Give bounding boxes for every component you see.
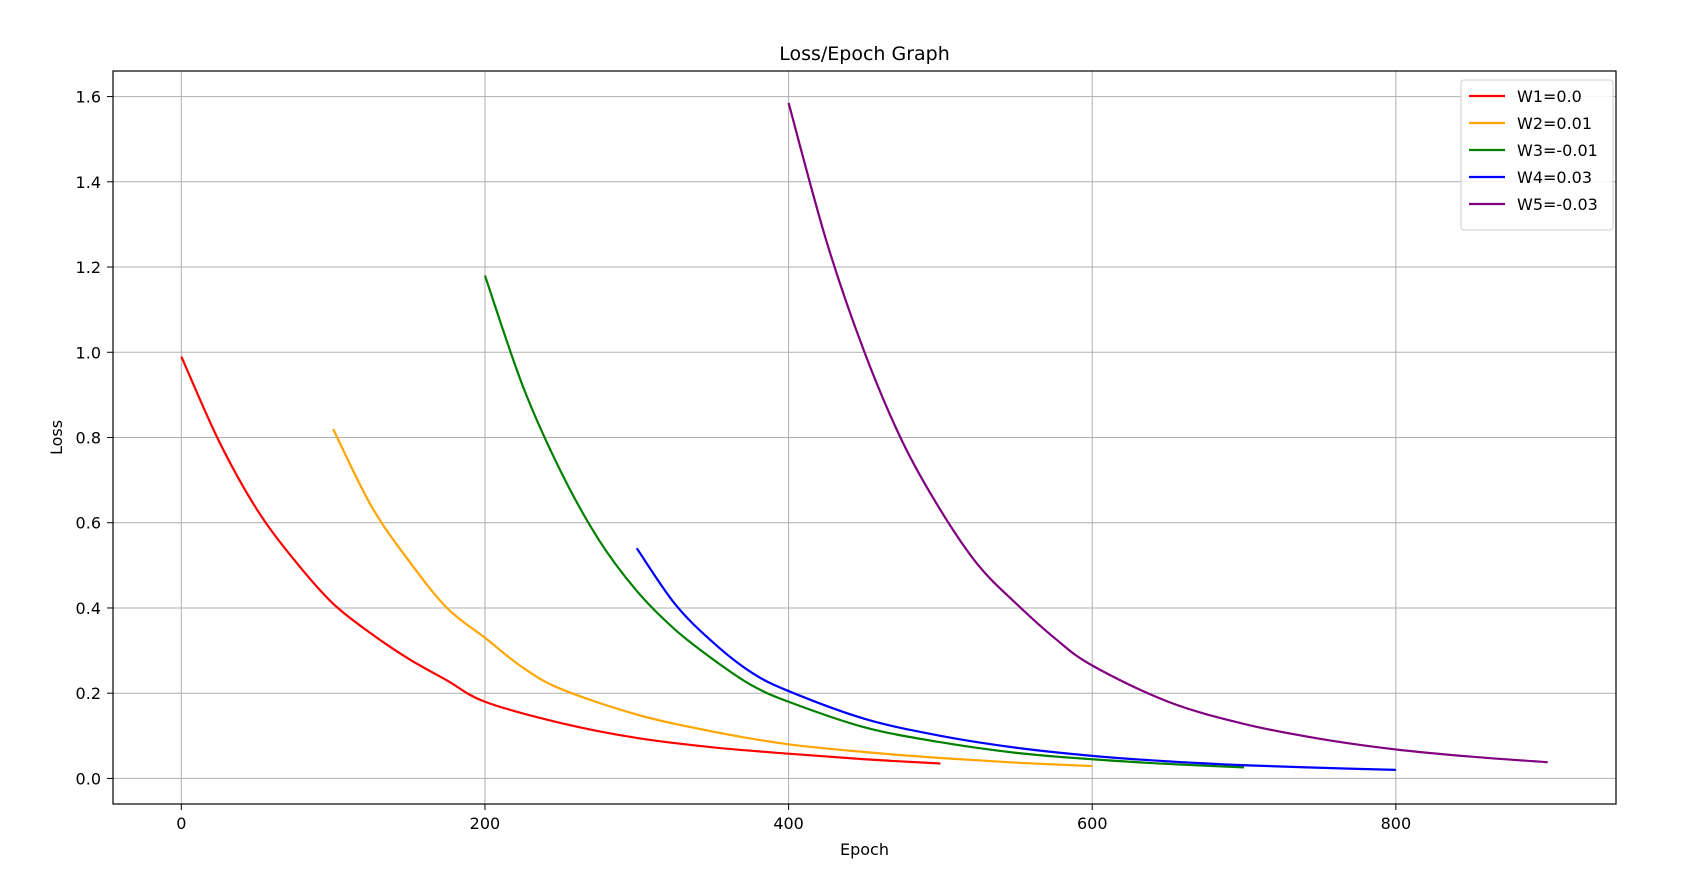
y-tick-label: 0.4 bbox=[76, 599, 101, 618]
x-axis-label: Epoch bbox=[840, 840, 889, 859]
x-tick-label: 0 bbox=[176, 814, 186, 833]
series-line-2 bbox=[332, 428, 1093, 768]
x-tick-label: 800 bbox=[1381, 814, 1412, 833]
y-tick-label: 1.2 bbox=[76, 258, 101, 277]
series-line-3 bbox=[483, 275, 1245, 769]
x-tick-label: 200 bbox=[470, 814, 501, 833]
legend-label-1: W1=0.0 bbox=[1517, 87, 1582, 106]
chart-title: Loss/Epoch Graph bbox=[779, 43, 950, 65]
y-tick-label: 0.8 bbox=[76, 429, 101, 448]
y-axis-label: Loss bbox=[47, 420, 66, 455]
series-line-1 bbox=[180, 356, 941, 765]
legend-label-4: W4=0.03 bbox=[1517, 168, 1592, 187]
y-tick-label: 0.0 bbox=[76, 769, 101, 788]
axis-ticks: 0 200 400 600 800 0.0 0.2 0.4 0.6 0.8 1.0 1.2 1.4 1.6 bbox=[76, 88, 1412, 833]
y-tick-label: 1.6 bbox=[76, 88, 101, 107]
y-tick-label: 0.6 bbox=[76, 514, 101, 533]
y-tick-label: 1.4 bbox=[76, 173, 101, 192]
legend: W1=0.0 W2=0.01 W3=-0.01 W4=0.03 W5=-0.03 bbox=[1460, 79, 1614, 231]
x-tick-label: 600 bbox=[1077, 814, 1108, 833]
legend-label-3: W3=-0.01 bbox=[1517, 141, 1598, 160]
series-line-5 bbox=[787, 102, 1548, 764]
legend-label-5: W5=-0.03 bbox=[1517, 195, 1598, 214]
y-tick-label: 1.0 bbox=[76, 343, 101, 362]
grid-lines bbox=[113, 71, 1616, 804]
series-lines bbox=[180, 102, 1548, 772]
legend-label-2: W2=0.01 bbox=[1517, 114, 1592, 133]
y-tick-label: 0.2 bbox=[76, 684, 101, 703]
x-tick-label: 400 bbox=[773, 814, 804, 833]
series-line-4 bbox=[635, 547, 1396, 772]
legend-box bbox=[1460, 79, 1614, 231]
